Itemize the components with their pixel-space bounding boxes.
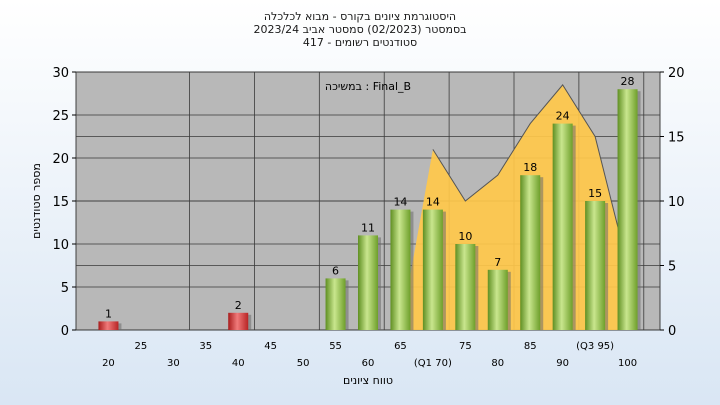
y-tick-label: 20 xyxy=(52,152,69,167)
y-tick-label: 25 xyxy=(52,109,69,124)
y-axis-title: מספר סטודנטים xyxy=(30,163,43,239)
bar xyxy=(358,235,378,330)
bar xyxy=(585,201,606,330)
x-tick-label-upper: 25 xyxy=(135,341,148,352)
bar-value-label: 14 xyxy=(393,196,407,209)
x-tick-label-lower: 50 xyxy=(297,358,310,369)
cumulative-line xyxy=(432,84,629,266)
x-tick-label-upper: (Q3 95) xyxy=(576,341,614,352)
bar-value-label: 10 xyxy=(458,230,472,243)
bar-value-label: 1 xyxy=(105,307,112,320)
x-tick-label-upper: 35 xyxy=(199,341,212,352)
x-tick-label-lower: 100 xyxy=(618,358,637,369)
bar xyxy=(325,278,346,330)
y-tick-label: 30 xyxy=(52,66,69,81)
bar xyxy=(390,209,411,330)
y2-tick-label: 5 xyxy=(668,260,676,275)
x-tick-label-lower: 90 xyxy=(556,358,569,369)
x-tick-label-upper: 75 xyxy=(459,341,472,352)
bar-value-label: 14 xyxy=(426,196,440,209)
x-tick-label-lower: (Q1 70) xyxy=(414,358,452,369)
x-tick-label-lower: 80 xyxy=(491,358,504,369)
y-tick-label: 0 xyxy=(61,324,69,339)
bar xyxy=(228,312,249,330)
y-tick-label: 5 xyxy=(61,281,69,296)
bar xyxy=(617,89,638,330)
x-tick-label-upper: 55 xyxy=(329,341,342,352)
x-tick-label-lower: 60 xyxy=(362,358,375,369)
x-tick-label-lower: 40 xyxy=(232,358,245,369)
bar-value-label: 15 xyxy=(588,187,602,200)
x-tick-label-upper: 85 xyxy=(524,341,537,352)
bar-value-label: 11 xyxy=(361,221,375,234)
bar xyxy=(487,269,508,330)
plot-annotation: Final_B : במשיכה xyxy=(325,80,411,93)
bar xyxy=(520,175,541,330)
bar-value-label: 24 xyxy=(556,110,570,123)
y2-tick-label: 10 xyxy=(668,195,685,210)
y-tick-label: 10 xyxy=(52,238,69,253)
bar-value-label: 28 xyxy=(621,75,635,88)
x-tick-label-lower: 20 xyxy=(102,358,115,369)
y2-tick-label: 20 xyxy=(668,66,685,81)
chart-title-line-3: סטודנטים רשומים - 417 xyxy=(302,36,418,49)
x-tick-label-upper: 45 xyxy=(264,341,277,352)
bar xyxy=(98,321,119,330)
bar-value-label: 6 xyxy=(332,264,339,277)
chart-title-line-1: היסטוגרמת ציונים בקורס - מבוא לכלכלה xyxy=(263,10,457,23)
bar-value-label: 18 xyxy=(523,161,537,174)
bar-value-label: 2 xyxy=(235,299,242,312)
chart-title-line-2: בסמסטר (02/2023) סמסטר אביב 2023/24 xyxy=(253,23,467,36)
x-axis-title: טווח ציונים xyxy=(343,374,393,387)
bar-value-label: 7 xyxy=(494,256,501,269)
y2-tick-label: 15 xyxy=(668,131,685,146)
y2-tick-label: 0 xyxy=(668,324,676,339)
bar xyxy=(422,209,443,330)
bar xyxy=(455,244,476,330)
x-tick-label-upper: 65 xyxy=(394,341,407,352)
y-tick-label: 15 xyxy=(52,195,69,210)
bar xyxy=(552,123,573,330)
x-tick-label-lower: 30 xyxy=(167,358,180,369)
